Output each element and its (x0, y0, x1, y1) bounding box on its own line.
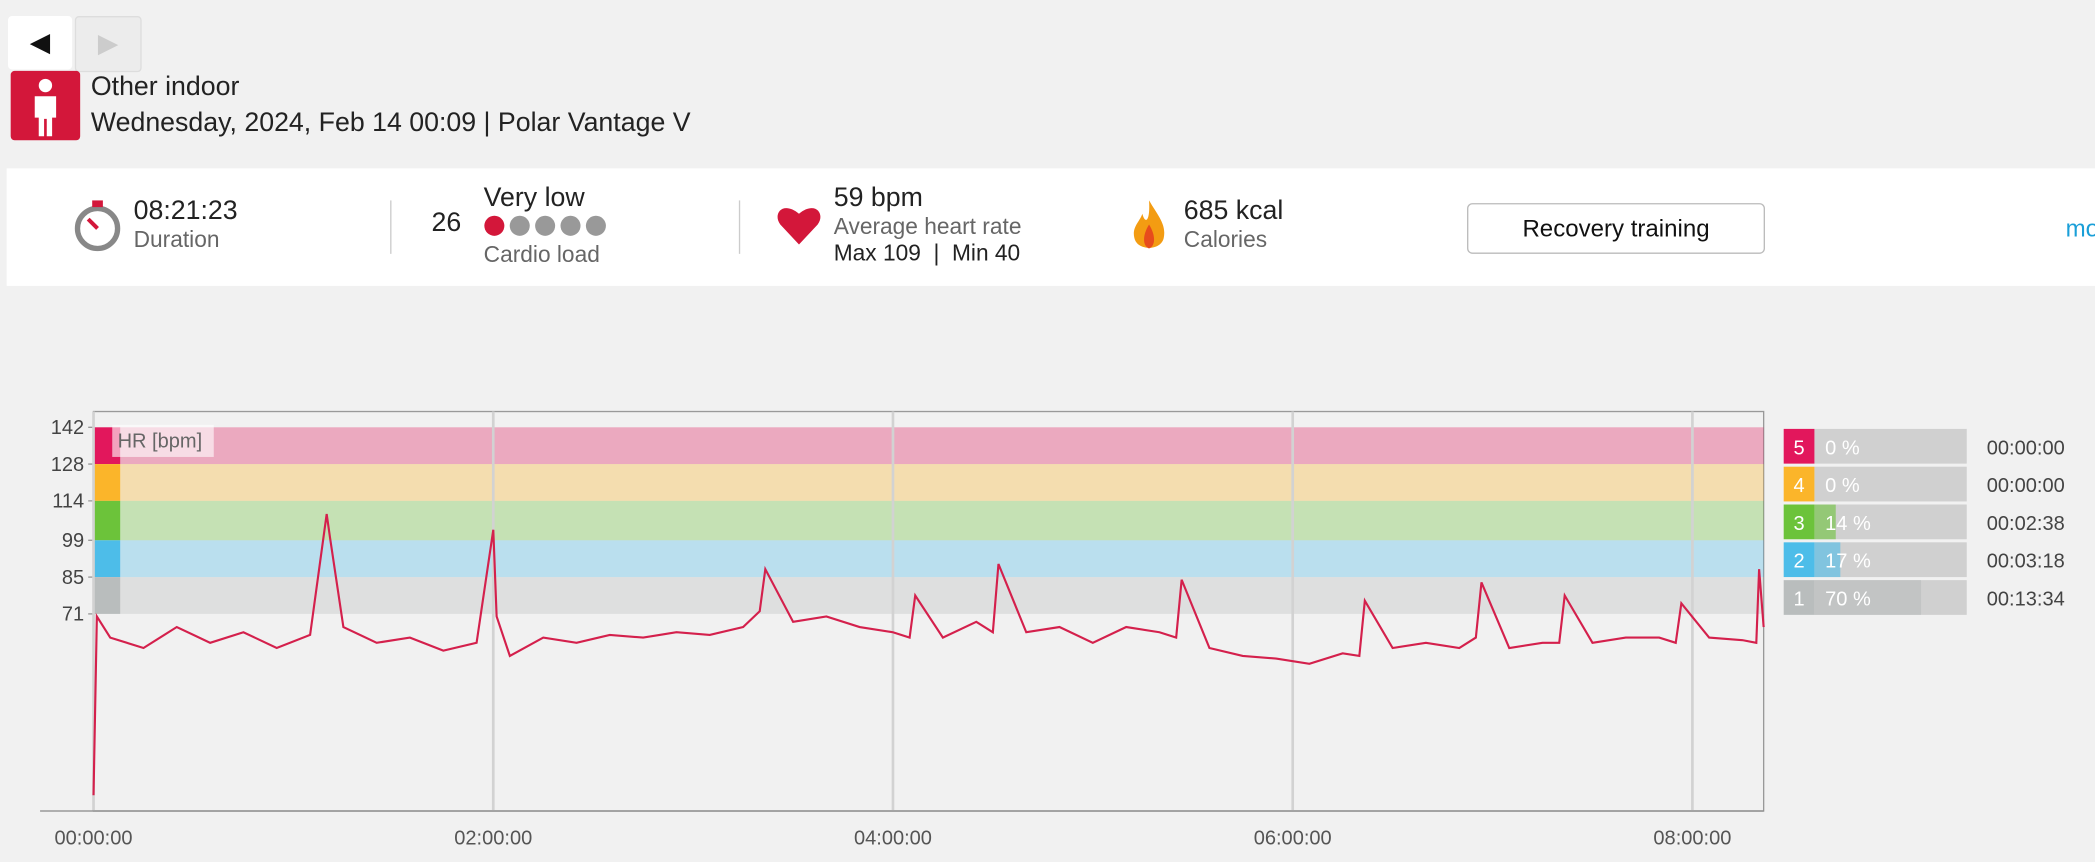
zone-percent: 0 % (1825, 437, 1860, 459)
y-tick-label: 99 (62, 530, 84, 552)
zone-band (120, 500, 1764, 541)
separator (738, 200, 741, 254)
zone-band (120, 577, 1764, 614)
y-tick-label: 128 (51, 454, 84, 476)
zone-percent: 0 % (1825, 475, 1860, 497)
zone-duration: 00:02:38 (1987, 513, 2065, 535)
x-tick-label: 06:00:00 (1254, 827, 1332, 849)
zone-strip (93, 464, 121, 501)
zone-duration: 00:13:34 (1987, 589, 2065, 611)
y-tick-label: 85 (62, 567, 84, 589)
y-axis-label: HR [bpm] (118, 431, 203, 453)
zone-strip (93, 540, 121, 578)
zone-number-box (1783, 542, 1815, 578)
summary-card: 08:21:23 Duration 26 Very low Cardio loa… (6, 168, 2095, 286)
zone-band (120, 464, 1764, 501)
calories-label: Calories (1183, 227, 1268, 253)
zone-bar-bg (1814, 504, 1967, 540)
session-subtitle: Wednesday, 2024, Feb 14 00:09 | Polar Va… (90, 108, 691, 138)
zone-number: 2 (1793, 551, 1804, 573)
zone-number: 1 (1793, 589, 1804, 611)
duration-label: Duration (133, 227, 220, 253)
zone-strip (93, 500, 121, 541)
zone-bar (1814, 580, 1922, 615)
next-button[interactable]: ▶ (74, 16, 142, 73)
zone-strip (93, 577, 121, 614)
benefit-button[interactable]: Recovery training (1467, 203, 1765, 254)
zone-band (120, 427, 1764, 465)
y-tick-label: 114 (52, 491, 84, 513)
cardio-load: 26 (431, 208, 462, 238)
cardio-label: Cardio load (483, 241, 600, 268)
zone-band (120, 540, 1764, 578)
more-link[interactable]: more (2065, 215, 2095, 242)
zone-duration: 00:03:18 (1987, 551, 2065, 573)
stopwatch-icon (74, 200, 121, 252)
zone-number-box (1783, 504, 1815, 540)
cardio-level: Very low (483, 183, 585, 213)
x-tick-label: 00:00:00 (55, 827, 133, 849)
avg-hr: 59 bpm (833, 183, 923, 213)
calories: 685 kcal (1183, 196, 1284, 226)
zone-bar-bg (1814, 466, 1967, 502)
zone-number-box (1783, 466, 1815, 502)
plot-area (92, 410, 1765, 812)
sport-icon (10, 70, 81, 141)
zone-bar-bg (1814, 428, 1967, 464)
zone-percent: 14 % (1825, 513, 1871, 535)
x-tick-label: 04:00:00 (854, 827, 932, 849)
ylabel-bg (112, 424, 214, 457)
prev-button[interactable]: ◀ (8, 16, 73, 70)
y-tick-label: 71 (62, 604, 84, 626)
zone-bar (1814, 542, 1841, 578)
zone-number: 5 (1793, 437, 1804, 459)
separator (390, 200, 392, 254)
icon (34, 78, 57, 137)
zone-number: 4 (1793, 475, 1804, 497)
x-tick-label: 02:00:00 (454, 827, 532, 849)
zone-duration: 00:00:00 (1987, 437, 2065, 459)
heart-icon (777, 208, 821, 245)
zone-percent: 17 % (1825, 551, 1871, 573)
avg-hr-label: Average heart rate (833, 213, 1022, 240)
sport-name: Other indoor (90, 72, 240, 102)
y-tick-label: 142 (51, 417, 84, 439)
cardio-dots (484, 215, 606, 236)
hr-line (92, 513, 1765, 796)
x-tick-label: 08:00:00 (1653, 827, 1731, 849)
zone-number: 3 (1793, 513, 1804, 535)
max-min-hr: Max 109 | Min 40 (833, 240, 1021, 266)
zone-duration: 00:00:00 (1987, 475, 2065, 497)
zone-bar (1814, 504, 1836, 540)
zone-percent: 70 % (1825, 589, 1871, 611)
zone-number-box (1783, 428, 1815, 464)
flame-icon (1133, 200, 1165, 249)
zone-number-box (1783, 580, 1815, 615)
duration: 08:21:23 (133, 196, 238, 226)
